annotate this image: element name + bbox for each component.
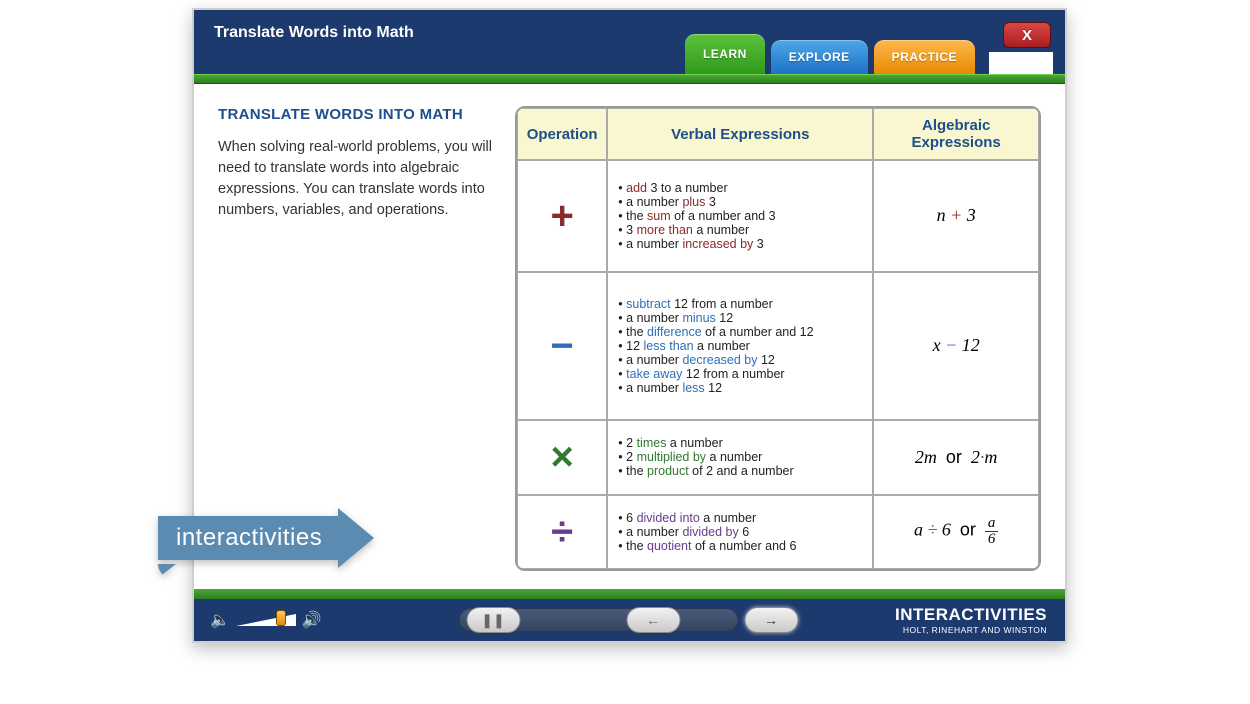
speaker-mute-icon[interactable]: 🔈 [210, 610, 230, 630]
transport-controls: ❚❚ ← → [458, 607, 801, 633]
algebraic-expression: x − 12 [873, 272, 1039, 421]
operation-symbol: + [517, 160, 607, 272]
algebraic-expression: n + 3 [873, 160, 1039, 272]
verbal-expressions: • 2 times a number• 2 multiplied by a nu… [607, 420, 873, 494]
arrow-right-icon [338, 508, 374, 568]
brand-block: INTERACTIVITIES HOLT, RINEHART AND WINST… [895, 605, 1047, 635]
table-row: ÷• 6 divided into a number• a number div… [517, 495, 1039, 569]
verbal-expressions: • subtract 12 from a number• a number mi… [607, 272, 873, 421]
brand-name: INTERACTIVITIES [895, 605, 1047, 625]
verbal-expressions: • 6 divided into a number• a number divi… [607, 495, 873, 569]
algebraic-expression: a ÷ 6 or a6 [873, 495, 1039, 569]
header: Translate Words into Math LEARN EXPLORE … [194, 10, 1065, 74]
table-row: −• subtract 12 from a number• a number m… [517, 272, 1039, 421]
close-button[interactable]: X [1003, 22, 1051, 48]
operation-symbol: × [517, 420, 607, 494]
algebraic-expression: 2m or 2·m [873, 420, 1039, 494]
tab-practice[interactable]: PRACTICE [874, 40, 975, 74]
operation-symbol: − [517, 272, 607, 421]
table-row: +• add 3 to a number• a number plus 3• t… [517, 160, 1039, 272]
col-header-operation: Operation [517, 108, 607, 160]
verbal-expressions: • add 3 to a number• a number plus 3• th… [607, 160, 873, 272]
header-patch [989, 52, 1053, 74]
operations-table: Operation Verbal Expressions Algebraic E… [515, 106, 1041, 571]
col-header-algebraic: Algebraic Expressions [873, 108, 1039, 160]
badge-label: interactivities [158, 516, 338, 560]
footer: 🔈 🔊 ❚❚ ← → INTERACTIVITIES HOLT, RINEHAR… [194, 589, 1065, 641]
back-button[interactable]: ← [626, 607, 680, 633]
intro-column: TRANSLATE WORDS INTO MATH When solving r… [218, 106, 497, 571]
volume-thumb[interactable] [276, 610, 286, 626]
col-header-verbal: Verbal Expressions [607, 108, 873, 160]
interactivities-badge: interactivities [158, 508, 374, 568]
page-title: Translate Words into Math [214, 24, 414, 42]
accent-bar-top [194, 74, 1065, 84]
tab-learn[interactable]: LEARN [685, 34, 765, 74]
speaker-loud-icon[interactable]: 🔊 [302, 610, 322, 630]
brand-publisher: HOLT, RINEHART AND WINSTON [895, 625, 1047, 635]
intro-text: When solving real-world problems, you wi… [218, 137, 497, 221]
section-heading: TRANSLATE WORDS INTO MATH [218, 106, 497, 123]
tab-bar: LEARN EXPLORE PRACTICE [685, 34, 975, 74]
pause-button[interactable]: ❚❚ [466, 607, 520, 633]
volume-slider[interactable] [236, 614, 296, 626]
tab-explore[interactable]: EXPLORE [771, 40, 868, 74]
forward-button[interactable]: → [744, 607, 798, 633]
table-row: ×• 2 times a number• 2 multiplied by a n… [517, 420, 1039, 494]
operation-symbol: ÷ [517, 495, 607, 569]
volume-control[interactable]: 🔈 🔊 [210, 610, 322, 630]
